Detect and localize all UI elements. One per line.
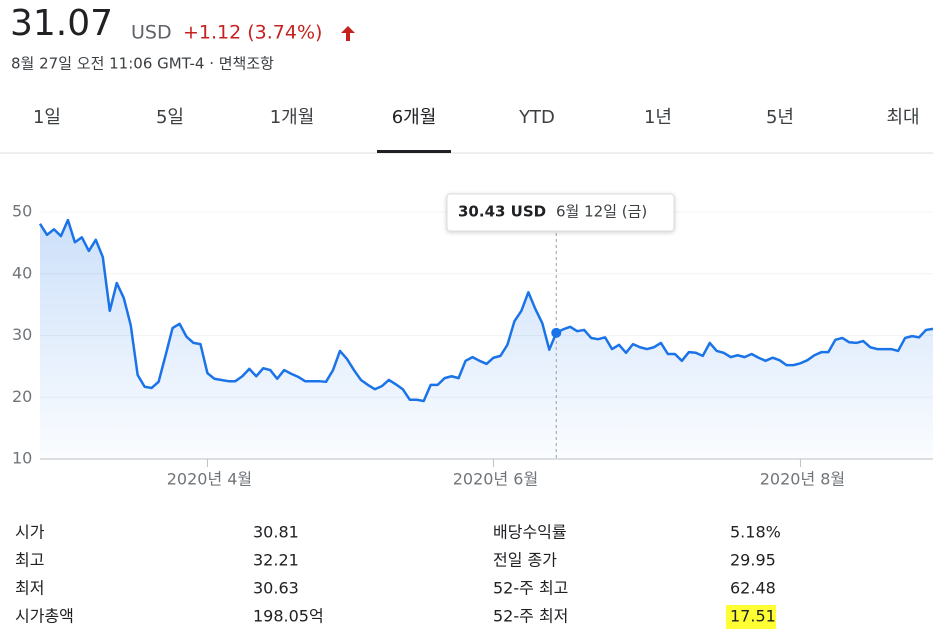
stat-value: 198.05억 (253, 607, 324, 626)
stat-label: 52-주 최저 (493, 607, 568, 626)
tab-underline (377, 150, 451, 153)
stat-label: 전일 종가 (493, 551, 557, 570)
currency: USD (131, 22, 172, 44)
x-tick-label: 2020년 8월 (760, 470, 845, 489)
up-arrow (341, 26, 355, 41)
stat-label: 시가총액 (15, 607, 74, 626)
stat-label: 52-주 최고 (493, 579, 568, 598)
price-line (38, 218, 933, 403)
price-change: +1.12 (3.74%) (183, 22, 322, 44)
tab[interactable]: 1년 (644, 107, 672, 128)
tab[interactable]: 최대 (886, 107, 919, 128)
stat-value: 17.51 (730, 607, 776, 626)
y-tick-label: 40 (12, 263, 32, 282)
stat-value: 30.63 (253, 579, 299, 598)
stat-value: 62.48 (730, 579, 776, 598)
tooltip-date: 6월 12일 (금) (556, 203, 647, 221)
tab[interactable]: YTD (518, 107, 555, 128)
highlight (726, 605, 776, 629)
stat-value: 5.18% (730, 523, 781, 542)
tab[interactable]: 6개월 (392, 107, 437, 128)
timestamp: 8월 27일 오전 11:06 GMT-4 · 면책조항 (11, 55, 274, 73)
tab[interactable]: 5일 (156, 107, 184, 128)
stat-value: 32.21 (253, 551, 299, 570)
stat-label: 최고 (15, 551, 44, 570)
tooltip-value: 30.43 USD (458, 203, 546, 221)
tab[interactable]: 1개월 (270, 107, 315, 128)
y-tick-label: 30 (12, 325, 32, 344)
tooltip-box (446, 193, 675, 232)
stat-value: 29.95 (730, 551, 776, 570)
stat-value: 30.81 (253, 523, 299, 542)
stat-label: 최저 (15, 579, 44, 598)
y-tick-label: 20 (12, 387, 32, 406)
x-tick-label: 2020년 6월 (453, 470, 538, 489)
hover-dot (551, 327, 562, 338)
y-tick-label: 50 (12, 202, 32, 221)
x-tick-label: 2020년 4월 (167, 470, 252, 489)
tab[interactable]: 5년 (766, 107, 794, 128)
stat-label: 배당수익률 (493, 523, 567, 542)
tab[interactable]: 1일 (33, 107, 61, 128)
area-fill (40, 220, 933, 459)
price: 31.07 (10, 3, 113, 44)
stat-label: 시가 (15, 523, 45, 542)
y-tick-label: 10 (12, 449, 32, 468)
